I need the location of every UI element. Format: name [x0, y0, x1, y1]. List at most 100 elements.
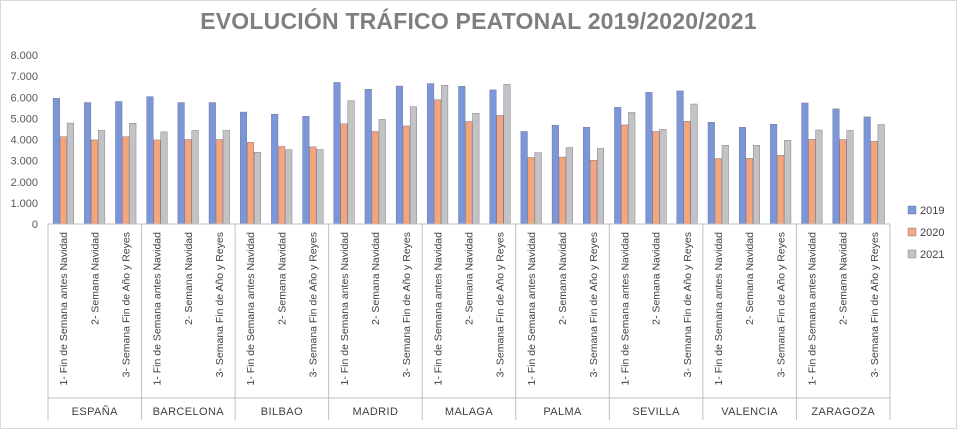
bar-2021 [160, 131, 168, 225]
group-label: PALMA [543, 406, 582, 418]
legend-swatch-2020 [907, 227, 917, 237]
bar-2021 [66, 122, 74, 225]
bar-2020 [683, 121, 691, 225]
bar-2021 [378, 119, 386, 225]
bar-2019 [52, 98, 60, 225]
bar-2020 [153, 139, 161, 225]
group-label: ESPAÑA [72, 405, 118, 418]
bar-2020 [371, 131, 379, 225]
x-tick-label: 2- Semana Navidad [557, 232, 569, 325]
legend-label: 2021 [920, 249, 944, 261]
legend-label: 2019 [920, 205, 944, 217]
bar-2019 [645, 92, 653, 225]
y-tick-label: 1.000 [10, 198, 38, 210]
bar-2021 [441, 85, 449, 225]
bar-2019 [208, 102, 216, 225]
bar-2020 [402, 125, 410, 225]
x-tick-label: 2- Semana Navidad [838, 232, 850, 325]
bar-2021 [628, 112, 636, 225]
bar-2019 [271, 113, 279, 225]
bar-2019 [395, 85, 403, 225]
x-tick-label: 3- Semana Fin de Año y Reyes [401, 232, 413, 377]
x-tick-label: 1- Fin de Semana antes Navidad [807, 232, 819, 386]
bar-2019 [707, 121, 715, 225]
x-tick-label: 1- Fin de Semana antes Navidad [526, 232, 538, 386]
bar-2020 [839, 139, 847, 225]
bar-2021 [815, 129, 823, 225]
bar-2020 [278, 146, 286, 225]
bar-2019 [427, 83, 435, 225]
bar-2019 [458, 86, 466, 225]
bars [52, 82, 885, 225]
x-axis: 1- Fin de Semana antes Navidad 2- Semana … [47, 223, 891, 420]
bar-2021 [316, 149, 324, 225]
bar-2021 [846, 130, 854, 225]
group-label: MALAGA [445, 406, 494, 418]
bar-2021 [752, 144, 760, 225]
x-tick-label: 1- Fin de Semana antes Navidad [432, 232, 444, 386]
bar-2019 [520, 131, 528, 225]
bar-2020 [590, 159, 598, 225]
bar-2019 [489, 89, 497, 225]
y-tick-label: 8.000 [10, 50, 38, 62]
bar-2019 [770, 124, 778, 225]
bar-2019 [863, 116, 871, 225]
bar-2020 [558, 156, 566, 225]
bar-2021 [534, 152, 542, 225]
legend: 2019 2020 2021 [907, 205, 944, 261]
bar-2021 [253, 151, 261, 225]
x-tick-label: 1- Fin de Semana antes Navidad [619, 232, 631, 386]
x-tick-label: 2- Semana Navidad [651, 232, 663, 325]
bar-2019 [177, 102, 185, 225]
y-tick-label: 4.000 [10, 135, 38, 147]
bar-2020 [621, 124, 629, 225]
bar-2019 [832, 108, 840, 225]
bar-2020 [496, 115, 504, 225]
bar-2020 [465, 121, 473, 225]
x-tick-label: 3- Semana Fin de Año y Reyes [495, 232, 507, 377]
bar-2019 [146, 96, 154, 225]
y-tick-label: 7.000 [10, 71, 38, 83]
x-tick-label: 3- Semana Fin de Año y Reyes [775, 232, 787, 377]
bar-2019 [333, 82, 341, 225]
bar-2020 [215, 139, 223, 225]
legend-swatch-2021 [907, 249, 917, 259]
bar-2019 [364, 89, 372, 225]
y-tick-label: 5.000 [10, 113, 38, 125]
bar-2020 [122, 136, 130, 225]
bar-2020 [714, 158, 722, 225]
bar-2021 [597, 148, 605, 225]
bar-2019 [676, 90, 684, 225]
group-label: BILBAO [261, 406, 303, 418]
group-label: MADRID [353, 406, 399, 418]
bar-2019 [583, 127, 591, 225]
y-tick-label: 6.000 [10, 92, 38, 104]
bar-2021 [659, 129, 667, 225]
legend-label: 2020 [920, 227, 944, 239]
bar-2020 [246, 142, 254, 225]
y-tick-label: 0 [32, 219, 38, 231]
bar-2020 [340, 123, 348, 225]
x-tick-label: 3- Semana Fin de Año y Reyes [682, 232, 694, 377]
x-tick-label: 2- Semana Navidad [89, 232, 101, 325]
x-tick-label: 3- Semana Fin de Año y Reyes [869, 232, 881, 377]
group-label: VALENCIA [721, 406, 778, 418]
bar-2021 [409, 106, 417, 225]
bar-2021 [191, 130, 199, 225]
bar-2021 [129, 123, 137, 225]
bar-2020 [434, 99, 442, 225]
bar-2021 [285, 149, 293, 225]
bar-2019 [738, 127, 746, 225]
bar-2019 [801, 102, 809, 225]
group-label: SEVILLA [632, 406, 680, 418]
bar-2020 [652, 131, 660, 225]
x-tick-label: 1- Fin de Semana antes Navidad [245, 232, 257, 386]
bar-2019 [115, 101, 123, 225]
bar-2020 [184, 139, 192, 225]
group-label: BARCELONA [153, 406, 225, 418]
x-tick-label: 3- Semana Fin de Año y Reyes [588, 232, 600, 377]
x-tick-label: 2- Semana Navidad [370, 232, 382, 325]
bar-2021 [222, 130, 230, 225]
x-tick-label: 1- Fin de Semana antes Navidad [152, 232, 164, 386]
